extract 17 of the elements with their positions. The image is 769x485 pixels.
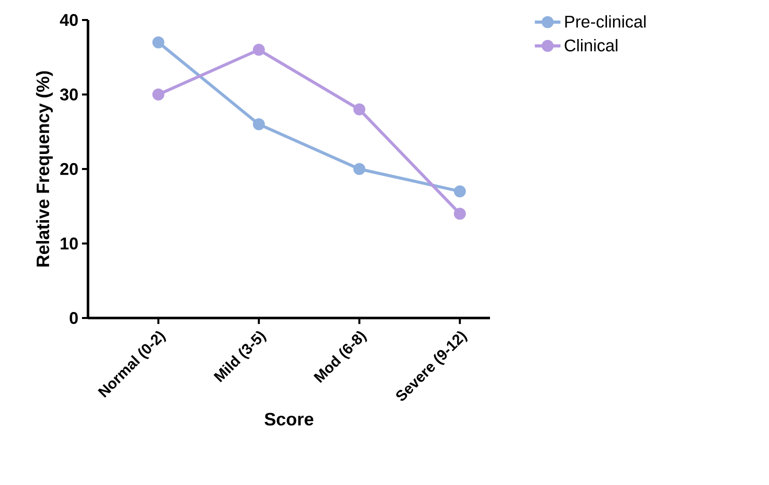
point — [152, 36, 164, 48]
point — [454, 208, 466, 220]
y-tick-label: 10 — [60, 238, 78, 250]
point — [252, 118, 265, 130]
point — [454, 185, 466, 198]
y-tick-label: 0 — [70, 312, 78, 324]
y-tick-label: 30 — [60, 88, 78, 101]
point — [152, 88, 164, 100]
legend-label: Pre-clinical — [565, 15, 646, 28]
point — [353, 163, 366, 175]
point — [252, 44, 265, 56]
x-axis-title: Score — [264, 412, 314, 426]
y-axis-title: Relative Frequency (%) — [36, 71, 53, 266]
point — [353, 103, 366, 116]
y-tick-label: 40 — [60, 14, 78, 26]
legend-label: Clinical — [564, 39, 618, 52]
y-tick-label: 20 — [60, 163, 78, 175]
